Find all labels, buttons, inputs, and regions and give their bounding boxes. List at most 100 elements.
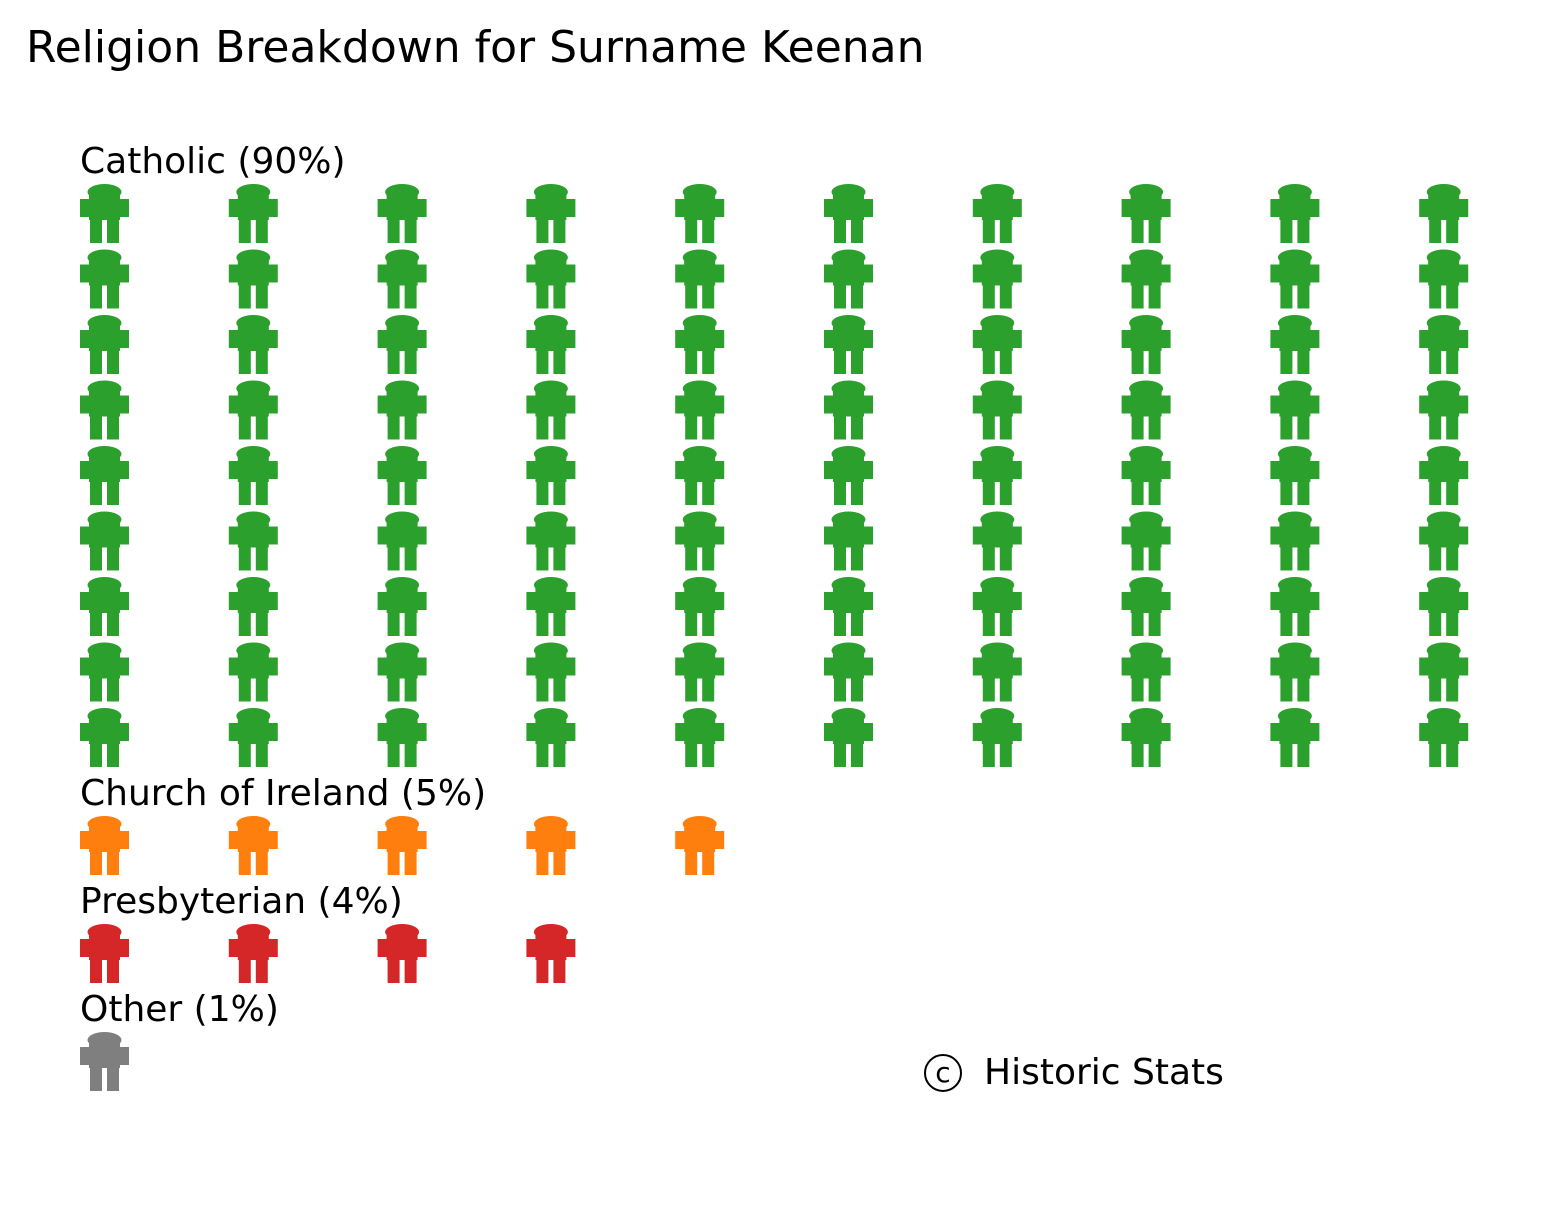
person-icon-catholic: [824, 315, 873, 374]
person-icon-catholic: [972, 511, 1022, 571]
copyright-text: Historic Stats: [984, 1052, 1224, 1093]
person-icon-catholic: [675, 511, 725, 571]
person-icon-catholic: [675, 184, 725, 243]
person-icon-catholic: [228, 249, 278, 309]
person-icon-catholic: [526, 642, 576, 702]
person-icon-catholic: [1419, 642, 1469, 702]
person-icon-catholic: [972, 577, 1022, 636]
person-icon-catholic: [824, 380, 873, 440]
person-icon-church-of-ireland: [377, 816, 427, 875]
person-icon-catholic: [1270, 577, 1320, 636]
person-icon-catholic: [1121, 184, 1171, 243]
person-icon-catholic: [824, 511, 873, 571]
person-icon-catholic: [377, 184, 427, 243]
person-icon-presbyterian: [80, 924, 129, 983]
person-icon-catholic: [1121, 315, 1171, 374]
person-icon-catholic: [80, 184, 129, 243]
person-icon-presbyterian: [377, 924, 427, 983]
group-label-church-of-ireland: Church of Ireland (5%): [80, 773, 486, 814]
person-icon-catholic: [1121, 708, 1171, 767]
person-icon-catholic: [1121, 380, 1171, 440]
person-icon-catholic: [675, 577, 725, 636]
person-icon-catholic: [377, 249, 427, 309]
copyright-icon: c: [924, 1054, 962, 1092]
person-icon-catholic: [1121, 511, 1171, 571]
person-icon-church-of-ireland: [526, 816, 576, 875]
person-icon-catholic: [80, 577, 129, 636]
person-icon-catholic: [1270, 708, 1320, 767]
person-icon-catholic: [1419, 380, 1469, 440]
person-icon-catholic: [80, 446, 129, 505]
person-icon-catholic: [80, 249, 129, 309]
person-icon-catholic: [1121, 642, 1171, 702]
person-icon-catholic: [1121, 577, 1171, 636]
person-icon-catholic: [526, 184, 576, 243]
person-icon-catholic: [1419, 708, 1469, 767]
person-icon-catholic: [526, 577, 576, 636]
person-icon-catholic: [972, 446, 1022, 505]
person-icon-other: [80, 1032, 129, 1091]
person-icon-catholic: [1270, 315, 1320, 374]
person-icon-catholic: [1121, 249, 1171, 309]
person-icon-catholic: [526, 380, 576, 440]
person-icon-catholic: [228, 315, 278, 374]
person-icon-catholic: [377, 315, 427, 374]
person-icon-catholic: [972, 315, 1022, 374]
person-icon-catholic: [526, 446, 576, 505]
person-icon-catholic: [1121, 446, 1171, 505]
person-icon-catholic: [1419, 577, 1469, 636]
person-icon-catholic: [80, 708, 129, 767]
person-icon-catholic: [80, 511, 129, 571]
person-icon-church-of-ireland: [228, 816, 278, 875]
person-icon-catholic: [80, 380, 129, 440]
person-icon-catholic: [228, 577, 278, 636]
person-icon-catholic: [675, 315, 725, 374]
person-icon-catholic: [526, 249, 576, 309]
person-icon-catholic: [377, 577, 427, 636]
person-icon-catholic: [824, 708, 873, 767]
person-icon-catholic: [824, 577, 873, 636]
person-icon-catholic: [1270, 380, 1320, 440]
person-icon-catholic: [972, 708, 1022, 767]
person-icon-catholic: [1419, 249, 1469, 309]
person-icon-catholic: [972, 380, 1022, 440]
person-icon-catholic: [228, 184, 278, 243]
person-icon-catholic: [1419, 511, 1469, 571]
person-icon-catholic: [1270, 642, 1320, 702]
group-label-catholic: Catholic (90%): [80, 141, 346, 182]
person-icon-catholic: [377, 380, 427, 440]
person-icon-catholic: [824, 249, 873, 309]
person-icon-catholic: [526, 315, 576, 374]
person-icon-catholic: [228, 380, 278, 440]
person-icon-catholic: [526, 511, 576, 571]
person-icon-catholic: [824, 184, 873, 243]
person-icon-catholic: [1270, 249, 1320, 309]
person-icon-catholic: [1270, 184, 1320, 243]
person-icon-catholic: [377, 708, 427, 767]
group-label-presbyterian: Presbyterian (4%): [80, 881, 403, 922]
person-icon-catholic: [1419, 315, 1469, 374]
person-icon-catholic: [972, 642, 1022, 702]
person-icon-presbyterian: [526, 924, 576, 983]
chart-title: Religion Breakdown for Surname Keenan: [26, 22, 925, 73]
person-icon-catholic: [228, 708, 278, 767]
person-icon-catholic: [972, 249, 1022, 309]
person-icon-catholic: [972, 184, 1022, 243]
person-icon-catholic: [228, 642, 278, 702]
person-icon-catholic: [675, 380, 725, 440]
person-icon-catholic: [1270, 511, 1320, 571]
person-icon-catholic: [675, 642, 725, 702]
person-icon-catholic: [1270, 446, 1320, 505]
person-icon-catholic: [824, 642, 873, 702]
person-icon-catholic: [228, 511, 278, 571]
person-icon-catholic: [675, 708, 725, 767]
person-icon-catholic: [1419, 446, 1469, 505]
person-icon-church-of-ireland: [675, 816, 725, 875]
person-icon-catholic: [377, 642, 427, 702]
person-icon-catholic: [80, 315, 129, 374]
person-icon-catholic: [1419, 184, 1469, 243]
person-icon-catholic: [675, 446, 725, 505]
person-icon-catholic: [80, 642, 129, 702]
person-icon-catholic: [228, 446, 278, 505]
